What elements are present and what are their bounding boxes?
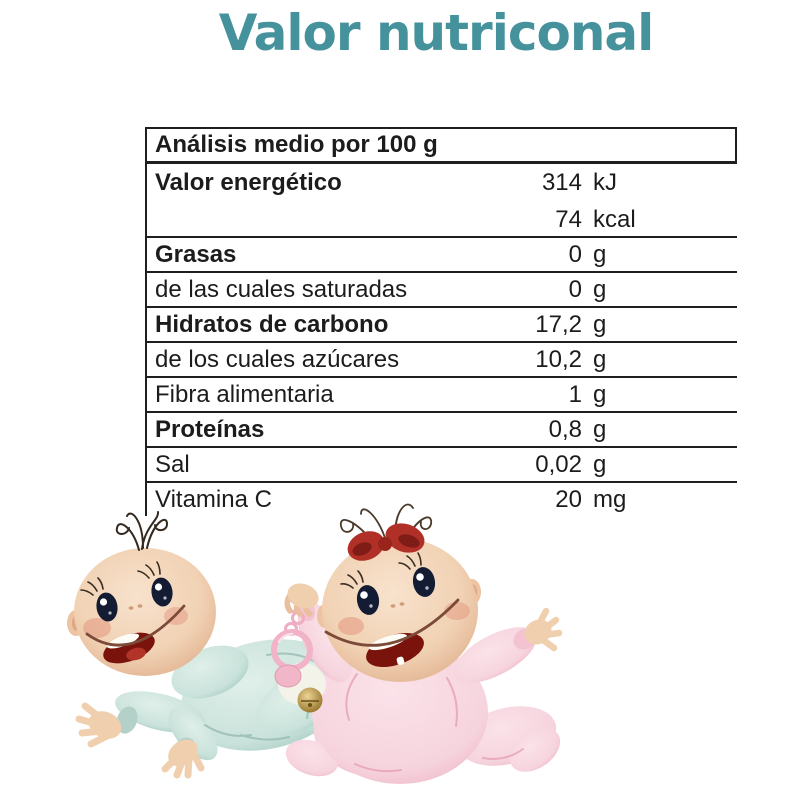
row-value: 314 <box>541 168 582 196</box>
row-unit: g <box>593 240 607 268</box>
table-row: Vitamina C 20 mg <box>147 483 737 516</box>
row-unit: g <box>593 310 607 338</box>
pacifier-clip <box>271 583 326 713</box>
row-value: 10,2 <box>535 345 582 373</box>
row-value: 20 <box>555 485 582 513</box>
row-value: 0,02 <box>535 450 582 478</box>
table-row: Proteínas 0,8 g <box>147 413 737 448</box>
pacifier-teat <box>274 664 302 688</box>
page-title: Valor nutriconal <box>218 4 655 62</box>
babies-illustration-svg <box>67 503 563 784</box>
nutrition-table: Análisis medio por 100 g Valor energétic… <box>145 127 737 516</box>
table-row: Fibra alimentaria 1 g <box>147 378 737 413</box>
hair-bow <box>347 523 425 561</box>
row-unit: g <box>593 380 607 408</box>
row-unit: g <box>593 450 607 478</box>
value-line: 74 kcal <box>462 201 737 238</box>
row-value: 1 <box>568 380 582 408</box>
row-value: 0,8 <box>548 415 582 443</box>
row-value: 74 <box>555 205 582 233</box>
row-values: 314 kJ 74 kcal <box>462 164 737 238</box>
row-label: Hidratos de carbono <box>155 310 389 338</box>
table-row: Valor energético 314 kJ 74 kcal <box>147 164 737 238</box>
value-line: 314 kJ <box>462 164 737 201</box>
row-label: Valor energético <box>155 169 342 196</box>
table-row: Hidratos de carbono 17,2 g <box>147 308 737 343</box>
gold-bell <box>297 687 323 713</box>
row-value: 0 <box>568 240 582 268</box>
row-label: de las cuales saturadas <box>155 275 408 303</box>
row-unit: g <box>593 415 607 443</box>
row-unit: mg <box>593 485 627 513</box>
row-value: 17,2 <box>535 310 582 338</box>
row-value: 0 <box>568 275 582 303</box>
row-label: Sal <box>155 450 190 478</box>
table-row: Grasas 0 g <box>147 238 737 273</box>
row-label: Proteínas <box>155 415 265 443</box>
table-header: Análisis medio por 100 g <box>145 127 737 164</box>
row-label: de los cuales azúcares <box>155 345 400 373</box>
row-label: Fibra alimentaria <box>155 380 334 408</box>
row-label: Vitamina C <box>155 485 272 513</box>
babies-illustration <box>55 492 575 797</box>
row-label: Grasas <box>155 240 237 268</box>
girl-left-hand <box>287 583 319 609</box>
boy-hair-wisps <box>115 511 169 551</box>
girl-hair-wisps <box>340 503 432 543</box>
table-body: Valor energético 314 kJ 74 kcal Grasas 0… <box>145 164 737 516</box>
row-unit: kcal <box>593 205 636 233</box>
table-row: de las cuales saturadas 0 g <box>147 273 737 308</box>
row-unit: g <box>593 275 607 303</box>
table-row: de los cuales azúcares 10,2 g <box>147 343 737 378</box>
row-unit: g <box>593 345 607 373</box>
row-unit: kJ <box>593 168 617 196</box>
baby-girl-figure <box>285 503 563 784</box>
table-row: Sal 0,02 g <box>147 448 737 483</box>
